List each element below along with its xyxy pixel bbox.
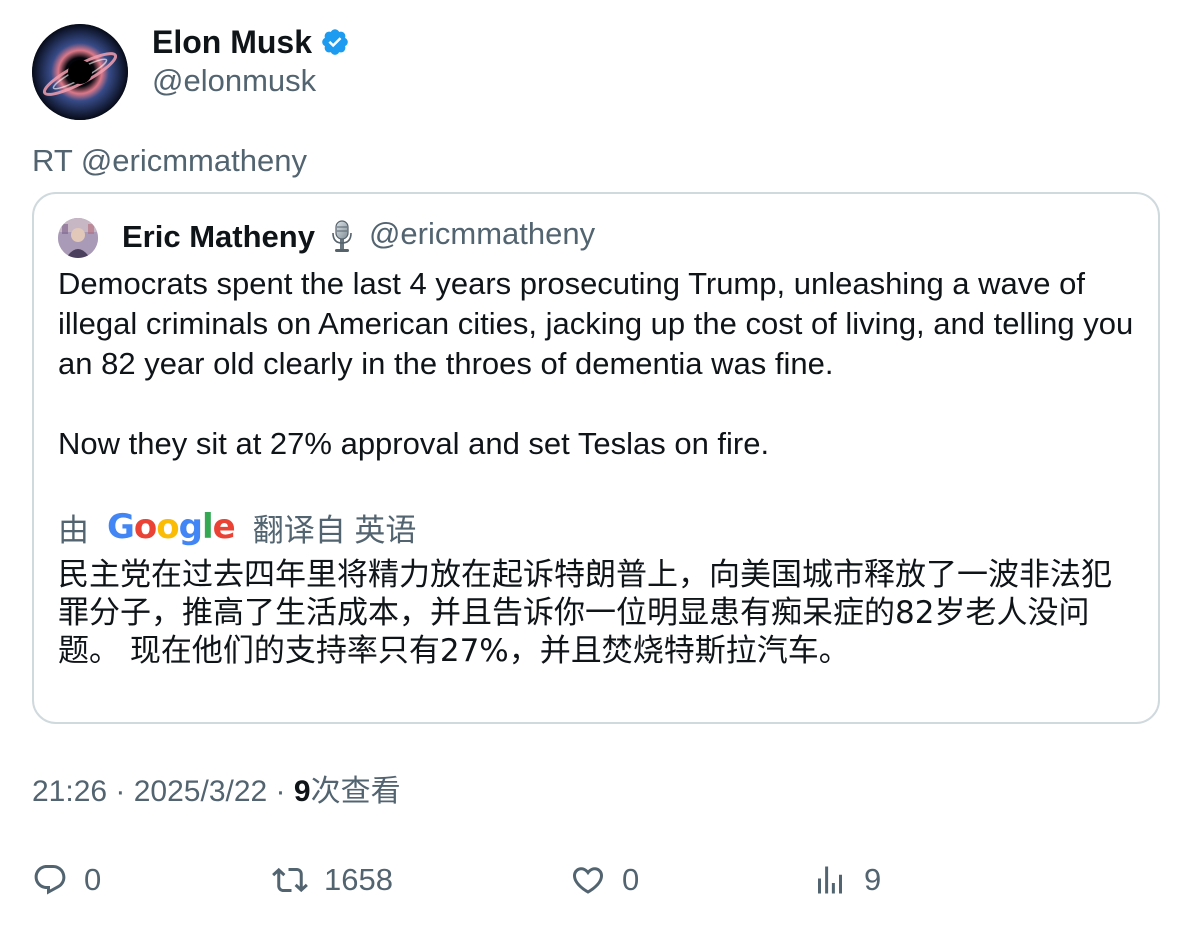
- verified-badge-icon: [320, 27, 350, 57]
- quote-text-paragraph: Democrats spent the last 4 years prosecu…: [58, 266, 1134, 381]
- google-logo: Google: [107, 507, 236, 547]
- views-action-count: 9: [864, 862, 882, 897]
- translation-suffix: 翻译自 英语: [252, 512, 417, 548]
- reply-icon: [34, 865, 66, 895]
- tweet-date[interactable]: 2025/3/22: [133, 775, 268, 808]
- quote-header: Eric Matheny @ericmmatheny: [122, 214, 595, 260]
- author-handle[interactable]: @elonmusk: [152, 63, 317, 98]
- author-name-row: Elon Musk: [152, 22, 350, 62]
- analytics-icon: [818, 866, 842, 894]
- microphone-icon: [327, 219, 357, 255]
- quote-author-handle[interactable]: @ericmmatheny: [368, 216, 596, 251]
- reply-count: 0: [84, 862, 102, 897]
- views-label: 次查看: [310, 775, 401, 808]
- author-name[interactable]: Elon Musk: [152, 24, 313, 60]
- tweet-meta: 21:26 · 2025/3/22 · 9次查看: [32, 772, 401, 812]
- meta-separator: ·: [107, 775, 134, 808]
- retweet-count: 1658: [324, 862, 393, 897]
- quoted-tweet-card[interactable]: Eric Matheny @ericmmatheny Democrats spe…: [32, 192, 1160, 724]
- translation-prefix: 由: [58, 512, 89, 548]
- translation-attribution[interactable]: 由 Google 翻译自 英语: [58, 506, 416, 548]
- like-count: 0: [622, 862, 640, 897]
- heart-icon: [572, 867, 604, 894]
- retweet-icon: [272, 867, 308, 893]
- reply-button[interactable]: 0: [32, 858, 101, 902]
- quote-text: Democrats spent the last 4 years prosecu…: [58, 264, 1138, 464]
- like-button[interactable]: 0: [570, 858, 639, 902]
- quote-text-paragraph: Now they sit at 27% approval and set Tes…: [58, 426, 770, 461]
- retweet-button[interactable]: 1658: [272, 858, 393, 902]
- action-bar: 0 1658 0 9: [32, 858, 1162, 902]
- views-button[interactable]: 9: [812, 858, 881, 902]
- retweet-label: RT @ericmmatheny: [32, 143, 307, 178]
- author-avatar[interactable]: [32, 24, 128, 120]
- views-count: 9: [293, 775, 311, 808]
- quote-author-avatar[interactable]: [58, 218, 98, 258]
- quote-author-name[interactable]: Eric Matheny: [122, 219, 315, 254]
- tweet-time[interactable]: 21:26: [32, 775, 108, 808]
- translated-text: 民主党在过去四年里将精力放在起诉特朗普上，向美国城市释放了一波非法犯罪分子，推高…: [58, 557, 1112, 669]
- meta-separator: ·: [267, 775, 294, 808]
